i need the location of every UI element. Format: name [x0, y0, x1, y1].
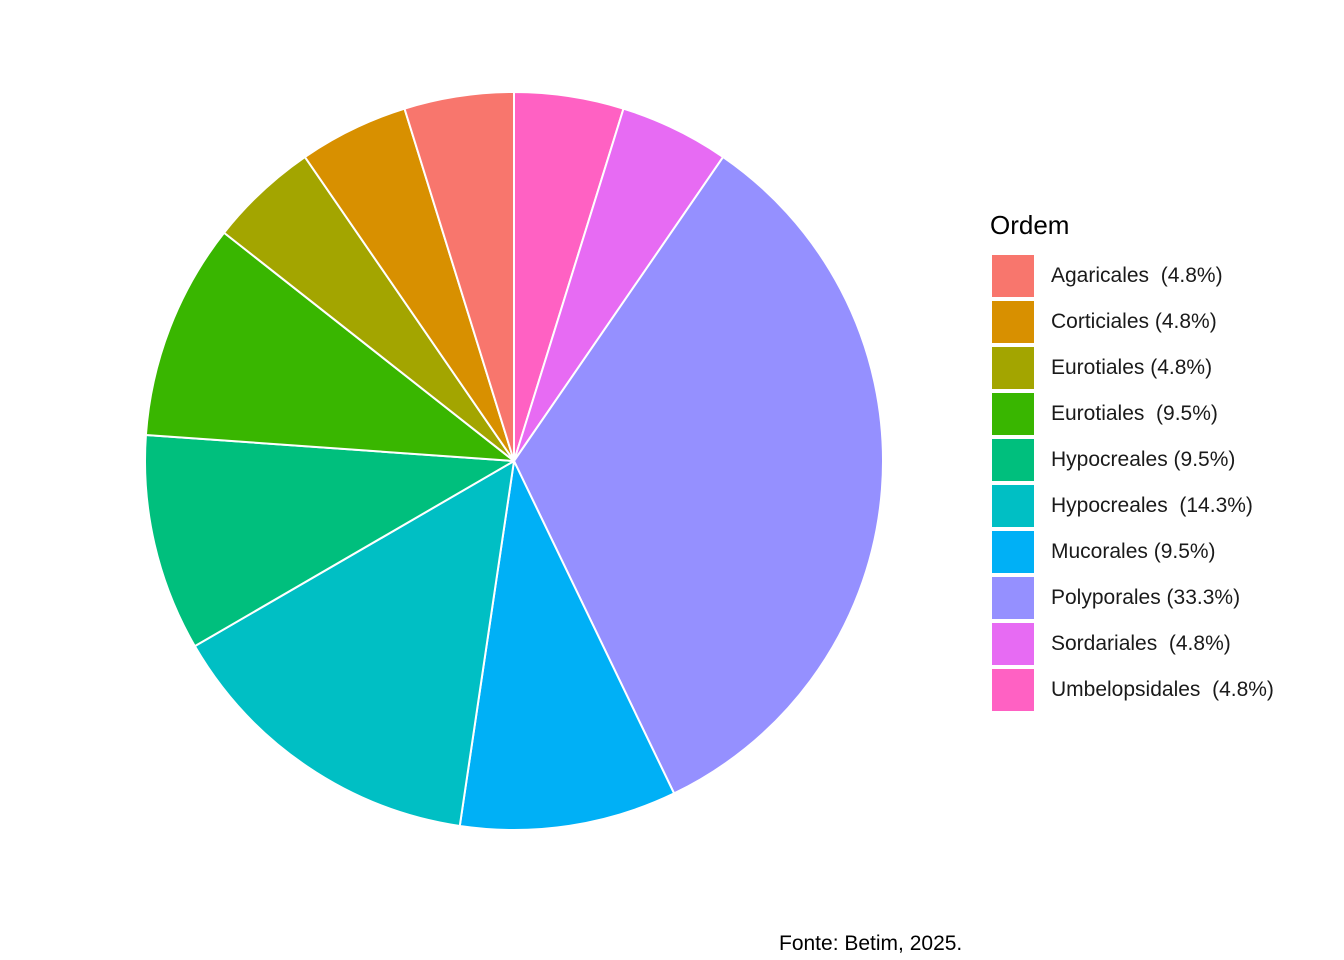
legend-item: Eurotiales (9.5%) — [990, 391, 1274, 437]
legend-label: Hypocreales (14.3%) — [1051, 494, 1253, 517]
legend-item: Umbelopsidales (4.8%) — [990, 667, 1274, 713]
legend-swatch — [992, 623, 1034, 665]
legend-item: Hypocreales (14.3%) — [990, 483, 1274, 529]
legend-item: Agaricales (4.8%) — [990, 253, 1274, 299]
legend-label: Eurotiales (4.8%) — [1051, 356, 1213, 379]
pie-slice-9 — [403, 91, 515, 462]
pie-slice-3 — [458, 460, 676, 831]
legend-swatch — [992, 485, 1034, 527]
pie-slice-4 — [193, 460, 515, 827]
legend-item: Polyporales (33.3%) — [990, 575, 1274, 621]
legend-item: Mucorales (9.5%) — [990, 529, 1274, 575]
legend-label: Sordariales (4.8%) — [1051, 632, 1231, 655]
legend-label: Mucorales (9.5%) — [1051, 540, 1216, 563]
legend-item: Corticiales (4.8%) — [990, 299, 1274, 345]
legend-item: Hypocreales (9.5%) — [990, 437, 1274, 483]
pie-slice-5 — [144, 433, 515, 648]
legend-item: Sordariales (4.8%) — [990, 621, 1274, 667]
legend-label: Umbelopsidales (4.8%) — [1051, 678, 1274, 701]
legend-swatch — [992, 347, 1034, 389]
legend-label: Hypocreales (9.5%) — [1051, 448, 1236, 471]
legend-items: Agaricales (4.8%) Corticiales (4.8%) Eurot… — [990, 253, 1274, 713]
legend-swatch — [992, 393, 1034, 435]
legend-swatch — [992, 255, 1034, 297]
legend-swatch — [992, 301, 1034, 343]
legend-title: Ordem — [990, 210, 1070, 240]
legend-swatch — [992, 531, 1034, 573]
pie-slice-6 — [144, 231, 515, 462]
legend-label: Eurotiales (9.5%) — [1051, 402, 1218, 425]
legend: Ordem Agaricales (4.8%) Corticiales (4.8%… — [990, 208, 1274, 713]
legend-label: Polyporales (33.3%) — [1051, 586, 1241, 609]
chart-caption: Fonte: Betim, 2025. — [779, 932, 963, 955]
legend-swatch — [992, 577, 1034, 619]
pie-slice-2 — [513, 155, 884, 795]
legend-label: Agaricales (4.8%) — [1051, 264, 1223, 287]
legend-swatch — [992, 439, 1034, 481]
legend-label: Corticiales (4.8%) — [1051, 310, 1217, 333]
legend-item: Eurotiales (4.8%) — [990, 345, 1274, 391]
legend-swatch — [992, 669, 1034, 711]
